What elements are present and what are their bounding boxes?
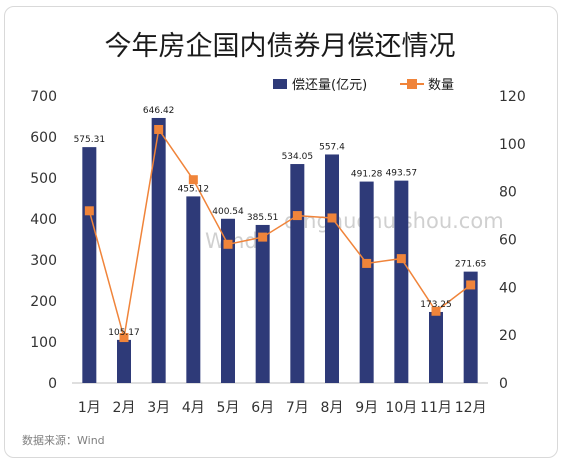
bar <box>117 339 131 383</box>
bar <box>290 164 305 383</box>
bar-value-label: 534.05 <box>282 152 314 162</box>
legend-line-label: 数量 <box>428 78 454 93</box>
line-point <box>84 206 94 216</box>
source-note: 数据来源：Wind <box>22 433 105 447</box>
y-left-tick-label: 200 <box>30 294 57 310</box>
line-point <box>119 333 129 343</box>
y-right-tick-label: 100 <box>499 137 526 153</box>
line-point <box>362 258 372 268</box>
x-tick-label: 1月 <box>78 400 101 416</box>
bar <box>394 180 409 383</box>
y-left-tick-label: 500 <box>30 171 57 187</box>
bar <box>463 271 478 383</box>
line-point <box>431 306 441 316</box>
x-tick-label: 9月 <box>355 400 378 416</box>
bar-value-label: 557.4 <box>319 142 345 152</box>
y-right-tick-label: 80 <box>499 185 517 201</box>
line-point <box>327 213 337 223</box>
legend-line-marker <box>407 79 417 89</box>
x-tick-label: 6月 <box>251 400 274 416</box>
y-left-tick-label: 300 <box>30 253 57 269</box>
y-left-tick-label: 600 <box>30 130 57 146</box>
x-tick-label: 5月 <box>217 400 240 416</box>
chart-title: 今年房企国内债券月偿还情况 <box>105 31 456 62</box>
legend: 偿还量(亿元) 数量 <box>273 78 454 93</box>
bar <box>429 311 443 383</box>
bar-value-label: 491.28 <box>351 170 383 180</box>
x-tick-label: 11月 <box>420 400 452 416</box>
bar-value-label: 455.12 <box>178 184 210 194</box>
legend-bar-swatch <box>273 79 287 89</box>
line-point <box>292 211 302 221</box>
bar <box>359 181 374 383</box>
bar-series <box>82 117 478 383</box>
y-right-tick-label: 120 <box>499 89 526 105</box>
line-point <box>466 280 476 290</box>
line-point <box>258 232 268 242</box>
bar <box>186 196 201 383</box>
legend-bar-label: 偿还量(亿元) <box>292 78 367 93</box>
x-tick-label: 4月 <box>182 400 205 416</box>
bar-value-label: 105.17 <box>108 328 140 338</box>
bar <box>325 154 339 383</box>
line-point <box>223 239 233 249</box>
y-left-tick-label: 0 <box>48 376 57 392</box>
x-tick-label: 7月 <box>286 400 309 416</box>
y-right-tick-label: 0 <box>499 376 508 392</box>
bar-value-label: 646.42 <box>143 106 175 116</box>
x-tick-label: 2月 <box>113 400 136 416</box>
bar-value-label: 493.57 <box>386 169 418 179</box>
bar-value-label: 271.65 <box>455 260 487 270</box>
y-left-tick-label: 400 <box>30 212 57 228</box>
bar-value-label: 173.25 <box>420 300 452 310</box>
bar-value-label: 400.54 <box>212 207 244 217</box>
y-left-tick-label: 100 <box>30 335 57 351</box>
line-series <box>84 124 476 343</box>
x-tick-label: 3月 <box>147 400 170 416</box>
y-right-tick-label: 40 <box>499 280 517 296</box>
bar <box>255 224 270 383</box>
y-left-tick-label: 700 <box>30 89 57 105</box>
bar <box>221 218 235 383</box>
bar <box>151 117 166 383</box>
axes: 0 100 200 300 400 500 600 700 0 20 40 60 80 100 120 1月 2… <box>30 89 525 416</box>
watermark-site: dingnuohuishou.com <box>284 209 504 233</box>
line-path <box>88 127 472 338</box>
x-tick-label: 12月 <box>455 400 487 416</box>
line-point <box>188 175 198 185</box>
line-point <box>396 254 406 264</box>
bar-value-label: 385.51 <box>247 213 279 223</box>
y-right-tick-label: 60 <box>499 233 517 249</box>
y-right-tick-label: 20 <box>499 328 517 344</box>
bar <box>82 147 97 383</box>
line-point <box>154 124 164 134</box>
x-tick-label: 8月 <box>321 400 344 416</box>
x-tick-label: 10月 <box>385 400 417 416</box>
bar-value-label: 575.31 <box>74 135 106 145</box>
